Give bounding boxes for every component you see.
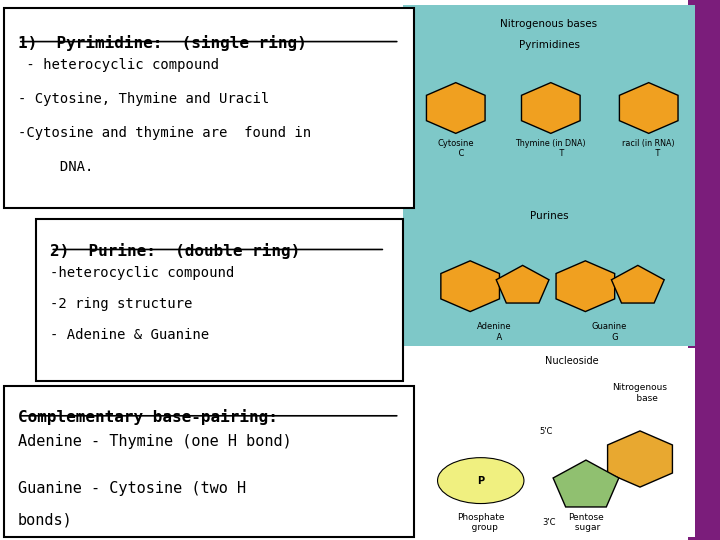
Polygon shape [521, 83, 580, 133]
Text: 3'C: 3'C [542, 518, 556, 528]
Polygon shape [688, 0, 720, 540]
Polygon shape [426, 83, 485, 133]
Text: Thymine (in DNA)
         T: Thymine (in DNA) T [516, 139, 586, 158]
Text: Pyrimidines: Pyrimidines [518, 40, 580, 51]
Text: 1)  Pyrimidine:  (single ring): 1) Pyrimidine: (single ring) [18, 35, 307, 51]
Text: P: P [477, 476, 485, 485]
FancyBboxPatch shape [36, 219, 403, 381]
Text: 5'C: 5'C [539, 427, 553, 436]
Text: -heterocyclic compound: -heterocyclic compound [50, 266, 235, 280]
Text: Guanine
     G: Guanine G [591, 322, 626, 342]
Text: Guanine - Cytosine (two H: Guanine - Cytosine (two H [18, 481, 246, 496]
Text: - Cytosine, Thymine and Uracil: - Cytosine, Thymine and Uracil [18, 92, 269, 106]
Text: -Cytosine and thymine are  found in: -Cytosine and thymine are found in [18, 126, 311, 140]
Polygon shape [496, 265, 549, 303]
FancyBboxPatch shape [403, 348, 695, 537]
Text: DNA.: DNA. [18, 160, 94, 174]
Text: Nitrogenous
     base: Nitrogenous base [613, 383, 667, 403]
Text: racil (in RNA)
       T: racil (in RNA) T [622, 139, 675, 158]
FancyBboxPatch shape [4, 8, 414, 208]
Text: 2)  Purine:  (double ring): 2) Purine: (double ring) [50, 243, 301, 259]
Polygon shape [441, 261, 500, 312]
Text: - Adenine & Guanine: - Adenine & Guanine [50, 328, 210, 342]
Text: Pentose
 sugar: Pentose sugar [568, 512, 604, 532]
Text: Cytosine
    C: Cytosine C [438, 139, 474, 158]
Polygon shape [553, 460, 619, 507]
Ellipse shape [438, 457, 524, 503]
Text: Phosphate
   group: Phosphate group [457, 512, 505, 532]
Text: Adenine
    A: Adenine A [477, 322, 511, 342]
Text: Complementary base-pairing:: Complementary base-pairing: [18, 409, 278, 426]
Text: Adenine - Thymine (one H bond): Adenine - Thymine (one H bond) [18, 434, 292, 449]
Polygon shape [611, 265, 665, 303]
Text: bonds): bonds) [18, 512, 73, 528]
Text: Nitrogenous bases: Nitrogenous bases [500, 19, 598, 29]
Text: -2 ring structure: -2 ring structure [50, 297, 193, 311]
Text: - heterocyclic compound: - heterocyclic compound [18, 58, 219, 72]
FancyBboxPatch shape [403, 5, 695, 346]
FancyBboxPatch shape [4, 386, 414, 537]
Polygon shape [556, 261, 615, 312]
Text: Nucleoside: Nucleoside [545, 356, 598, 367]
Text: Purines: Purines [530, 211, 568, 221]
Polygon shape [619, 83, 678, 133]
Polygon shape [608, 431, 672, 487]
